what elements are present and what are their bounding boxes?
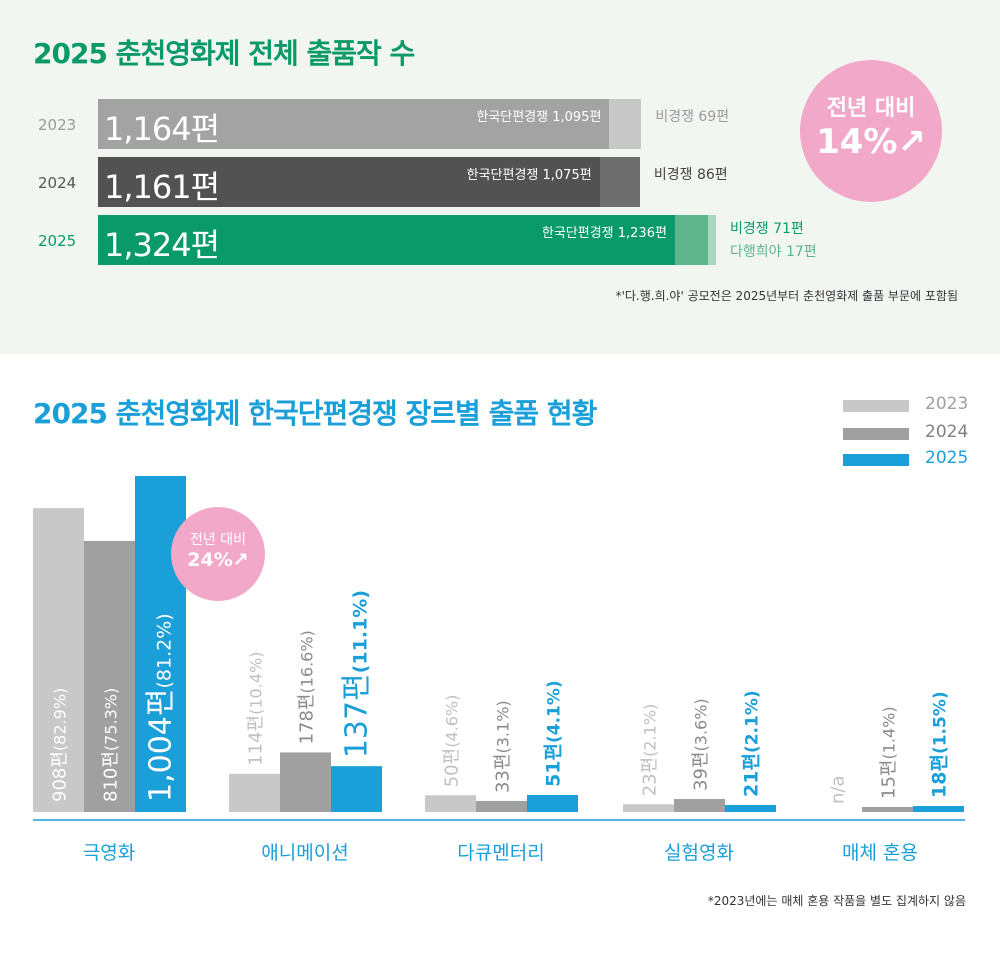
bar-label-2023-0: 908편(82.9%)	[50, 688, 71, 802]
bar-2025-1	[331, 766, 382, 812]
bar-label-2025-2: 51편(4.1%)	[543, 680, 565, 787]
total-submissions-section: 2025 춘천영화제 전체 출품작 수 2023 2024 2025 1,164…	[0, 0, 1000, 354]
footnote: *2023년에는 매체 혼용 작품을 별도 집계하지 않음	[707, 894, 966, 908]
bar-2024-1	[280, 752, 331, 812]
korean-short-segment	[98, 157, 600, 207]
genre-section-title: 2025 춘천영화제 한국단편경쟁 장르별 출품 현황	[33, 397, 597, 430]
legend-swatch	[843, 428, 909, 440]
korean-short-segment	[98, 215, 675, 265]
category-label-documentary: 다큐멘터리	[457, 842, 545, 864]
total-bar-2023: 1,164편 한국단편경쟁 1,095편	[98, 99, 642, 149]
bar-2023-2	[425, 795, 476, 812]
bar-label-2024-1: 178편(16.6%)	[297, 630, 318, 744]
year-label-2023: 2023	[38, 116, 77, 134]
bar-label-2023-4: n/a	[828, 775, 849, 804]
footnote: *'다.행.희.야' 공모전은 2025년부터 춘천영화제 출품 부문에 포함됨	[615, 289, 958, 303]
category-label-feature: 극영화	[82, 842, 136, 864]
bar-2025-3	[725, 804, 776, 812]
bar-label-2024-0: 810편(75.3%)	[101, 688, 122, 802]
badge-value: 14%↗	[816, 122, 926, 162]
total-value: 1,164편	[104, 110, 220, 148]
korean-short-value: 한국단편경쟁 1,095편	[476, 110, 602, 125]
bar-label-2023-1: 114편(10.4%)	[246, 652, 267, 766]
bar-2024-0	[84, 540, 135, 812]
bar-label-2024-2: 33편(3.1%)	[493, 700, 514, 793]
bar-label-2024-3: 39편(3.6%)	[691, 698, 712, 791]
bar-label-2025-4: 18편(1.5%)	[929, 691, 951, 798]
bar-2024-2	[476, 800, 527, 812]
bar-2024-4	[862, 806, 913, 812]
bar-label-2023-2: 50편(4.6%)	[442, 695, 463, 788]
non-competition-segment	[599, 157, 640, 207]
legend-swatch	[843, 400, 909, 412]
non-competition-segment	[609, 99, 642, 149]
total-value: 1,161편	[104, 168, 220, 206]
bar-2023-1	[229, 773, 280, 812]
korean-short-value: 한국단편경쟁 1,075편	[466, 168, 592, 183]
non-competition-segment	[674, 215, 709, 265]
total-value: 1,324편	[104, 226, 220, 264]
korean-short-segment	[98, 99, 610, 149]
legend-swatch	[843, 454, 909, 466]
dahaenghuiya-segment	[708, 215, 716, 265]
genre-growth-badge: 전년 대비 24%↗	[171, 507, 265, 601]
section-title: 2025 춘천영화제 전체 출품작 수	[33, 37, 415, 70]
legend-label: 2024	[925, 422, 969, 442]
non-competition-label-2024: 비경쟁 86편	[653, 167, 728, 183]
total-bar-2025: 1,324편 한국단편경쟁 1,236편	[98, 215, 716, 265]
bar-2025-4	[913, 805, 964, 812]
category-label-mixed-media: 매체 혼용	[842, 842, 918, 864]
category-label-experimental: 실험영화	[664, 842, 734, 864]
non-competition-label-2025: 비경쟁 71편	[730, 221, 804, 237]
legend-label: 2025	[925, 448, 969, 468]
bar-2023-3	[623, 804, 674, 812]
bar-label-2025-1: 137편(11.1%)	[340, 590, 375, 758]
bar-label-2025-0: 1,004편(81.2%)	[144, 613, 179, 802]
korean-short-value: 한국단편경쟁 1,236편	[541, 226, 667, 241]
category-label-animation: 애니메이션	[261, 842, 349, 864]
bar-label-2023-3: 23편(2.1%)	[640, 704, 661, 797]
bar-label-2025-3: 21편(2.1%)	[741, 690, 763, 797]
yoy-growth-badge: 전년 대비 14%↗	[800, 60, 942, 202]
genre-bar-chart: 908편(82.9%) 810편(75.3%) 1,004편(81.2%) 114편(…	[33, 476, 965, 821]
badge-caption: 전년 대비	[190, 532, 246, 548]
non-competition-label-2023: 비경쟁 69편	[655, 109, 730, 125]
badge-value: 24%↗	[187, 549, 249, 571]
legend-label: 2023	[925, 394, 969, 414]
bar-2024-3	[674, 798, 725, 812]
bar-2023-0	[33, 508, 84, 812]
year-label-2024: 2024	[38, 174, 77, 192]
total-bar-2024: 1,161편 한국단편경쟁 1,075편	[98, 157, 640, 207]
year-label-2025: 2025	[38, 232, 77, 250]
bar-2025-2	[527, 794, 578, 812]
bar-label-2024-4: 15편(1.4%)	[879, 706, 900, 799]
dahaenghuiya-label-2025: 다행희야 17편	[730, 244, 817, 260]
badge-caption: 전년 대비	[826, 96, 916, 121]
